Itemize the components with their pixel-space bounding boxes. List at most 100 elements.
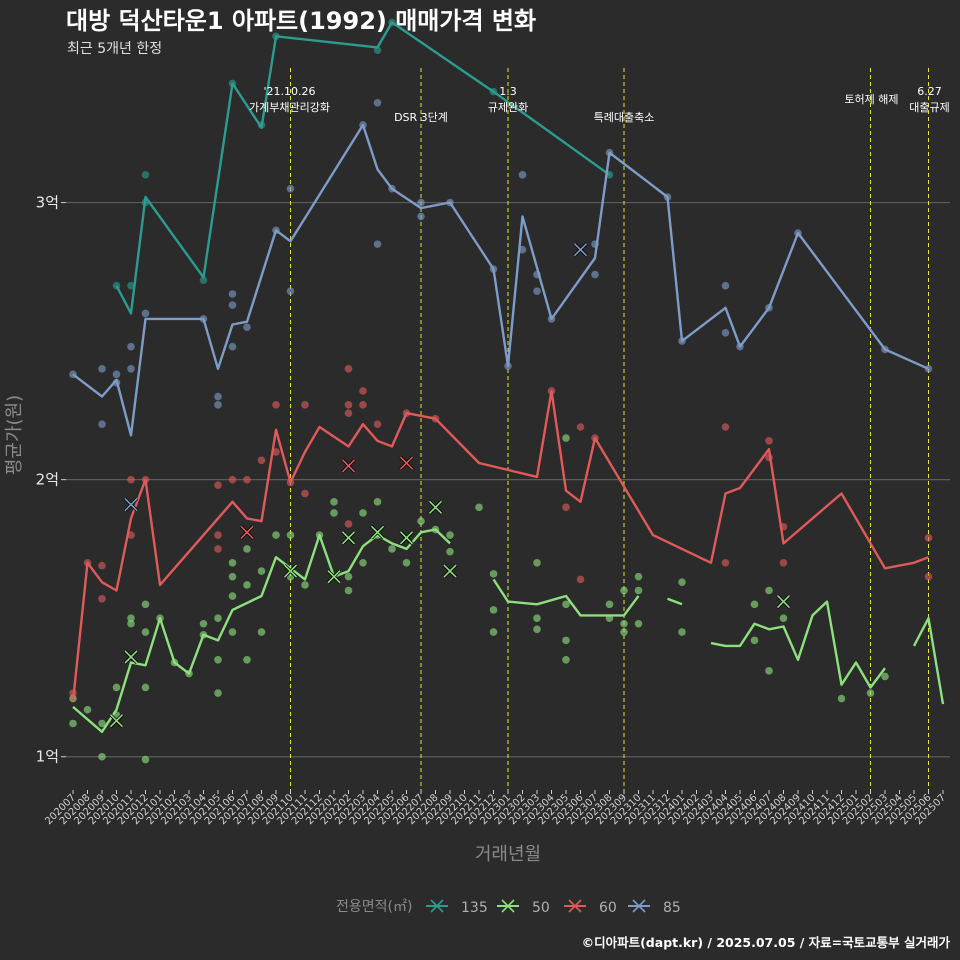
data-point <box>620 586 628 595</box>
data-point <box>359 558 367 567</box>
series-line <box>667 597 683 606</box>
data-point <box>373 420 382 429</box>
data-point <box>678 628 686 636</box>
series-line <box>492 578 640 617</box>
data-point <box>330 498 338 506</box>
data-point <box>417 198 425 207</box>
data-point <box>286 287 295 296</box>
event-annotation: 규제완화 <box>488 101 528 114</box>
data-point <box>417 212 425 221</box>
data-point <box>127 614 135 622</box>
cross-stroke <box>240 525 254 539</box>
data-point <box>257 628 266 636</box>
data-point <box>344 520 353 528</box>
data-point <box>228 342 237 351</box>
data-point <box>214 689 222 697</box>
cross-marker <box>326 569 342 584</box>
source-caption: ©디아파트(dapt.kr) / 2025.07.05 / 자료=국토교통부 실… <box>582 935 951 950</box>
y-axis-ticks: 1억 2억 3억 <box>36 194 66 766</box>
data-point <box>98 561 106 570</box>
data-point <box>141 755 150 764</box>
data-point <box>98 365 106 373</box>
legend-key-cross <box>501 899 515 913</box>
data-point <box>127 342 135 351</box>
legend-label: 135 <box>461 900 488 916</box>
data-point <box>286 531 295 539</box>
data-point <box>446 547 454 556</box>
data-point <box>359 509 367 517</box>
data-point <box>837 694 846 703</box>
data-point <box>562 503 570 512</box>
data-point <box>141 683 150 692</box>
data-point <box>924 534 933 542</box>
data-point <box>214 614 222 622</box>
cross-stroke <box>399 456 414 470</box>
data-point <box>562 434 570 442</box>
cross-marker <box>283 563 298 579</box>
data-point <box>533 287 541 296</box>
data-point <box>228 301 237 309</box>
cross-stroke <box>776 595 791 609</box>
data-point <box>301 489 309 498</box>
data-point <box>576 423 585 431</box>
legend-title: 전용면적(㎡) <box>336 899 412 915</box>
legend-label: 50 <box>532 900 550 916</box>
data-point <box>417 517 425 526</box>
cross-marker <box>399 530 414 545</box>
data-point <box>330 509 338 517</box>
cross-stroke <box>573 243 588 257</box>
data-point <box>634 619 643 628</box>
data-point <box>272 448 280 456</box>
cross-marker <box>109 713 124 728</box>
cross-marker <box>123 649 139 665</box>
event-annotation: 1.3 <box>499 85 517 98</box>
chart-subtitle: 최근 5개년 한정 <box>67 41 162 57</box>
data-point <box>721 281 730 290</box>
y-tick-label: 2억 <box>36 471 59 489</box>
cross-stroke <box>283 564 298 578</box>
data-point <box>489 606 498 614</box>
data-point <box>228 558 237 567</box>
data-point <box>924 572 933 581</box>
data-point <box>141 171 150 179</box>
data-point <box>562 655 570 664</box>
event-annotation: 6.27 <box>917 85 942 98</box>
cross-stroke <box>399 531 414 545</box>
data-point <box>489 628 498 636</box>
event-annotation: 가계부채관리강화 <box>249 101 330 114</box>
data-points <box>69 18 933 764</box>
cross-stroke <box>341 531 356 545</box>
data-point <box>779 614 788 622</box>
event-annotation: 토허제 해제 <box>844 92 898 106</box>
legend-key-cross <box>430 899 444 913</box>
data-point <box>141 600 150 609</box>
data-point <box>199 619 208 628</box>
series-line <box>71 389 929 702</box>
y-axis-title: 평균가(원) <box>4 395 25 475</box>
legend-label: 85 <box>663 900 681 916</box>
data-point <box>243 655 251 664</box>
data-point <box>112 370 121 379</box>
data-point <box>127 619 135 628</box>
data-point <box>214 655 222 664</box>
data-point <box>228 628 237 636</box>
data-point <box>344 409 353 417</box>
event-annotation: 특례대출축소 <box>594 111 655 124</box>
data-point <box>69 719 77 728</box>
data-point <box>765 586 773 595</box>
data-point <box>228 572 237 581</box>
data-point <box>750 600 759 609</box>
data-point <box>591 270 599 279</box>
cross-marker <box>442 563 458 579</box>
data-point <box>721 328 730 337</box>
data-point <box>518 171 527 179</box>
data-point <box>243 475 251 484</box>
data-point <box>214 545 222 553</box>
data-point <box>489 570 498 578</box>
cross-marker <box>239 525 255 540</box>
event-annotation: '21.10.26 <box>263 85 315 98</box>
data-point <box>272 531 280 539</box>
series-line <box>72 123 929 437</box>
event-annotation: 대출규제 <box>909 101 949 114</box>
